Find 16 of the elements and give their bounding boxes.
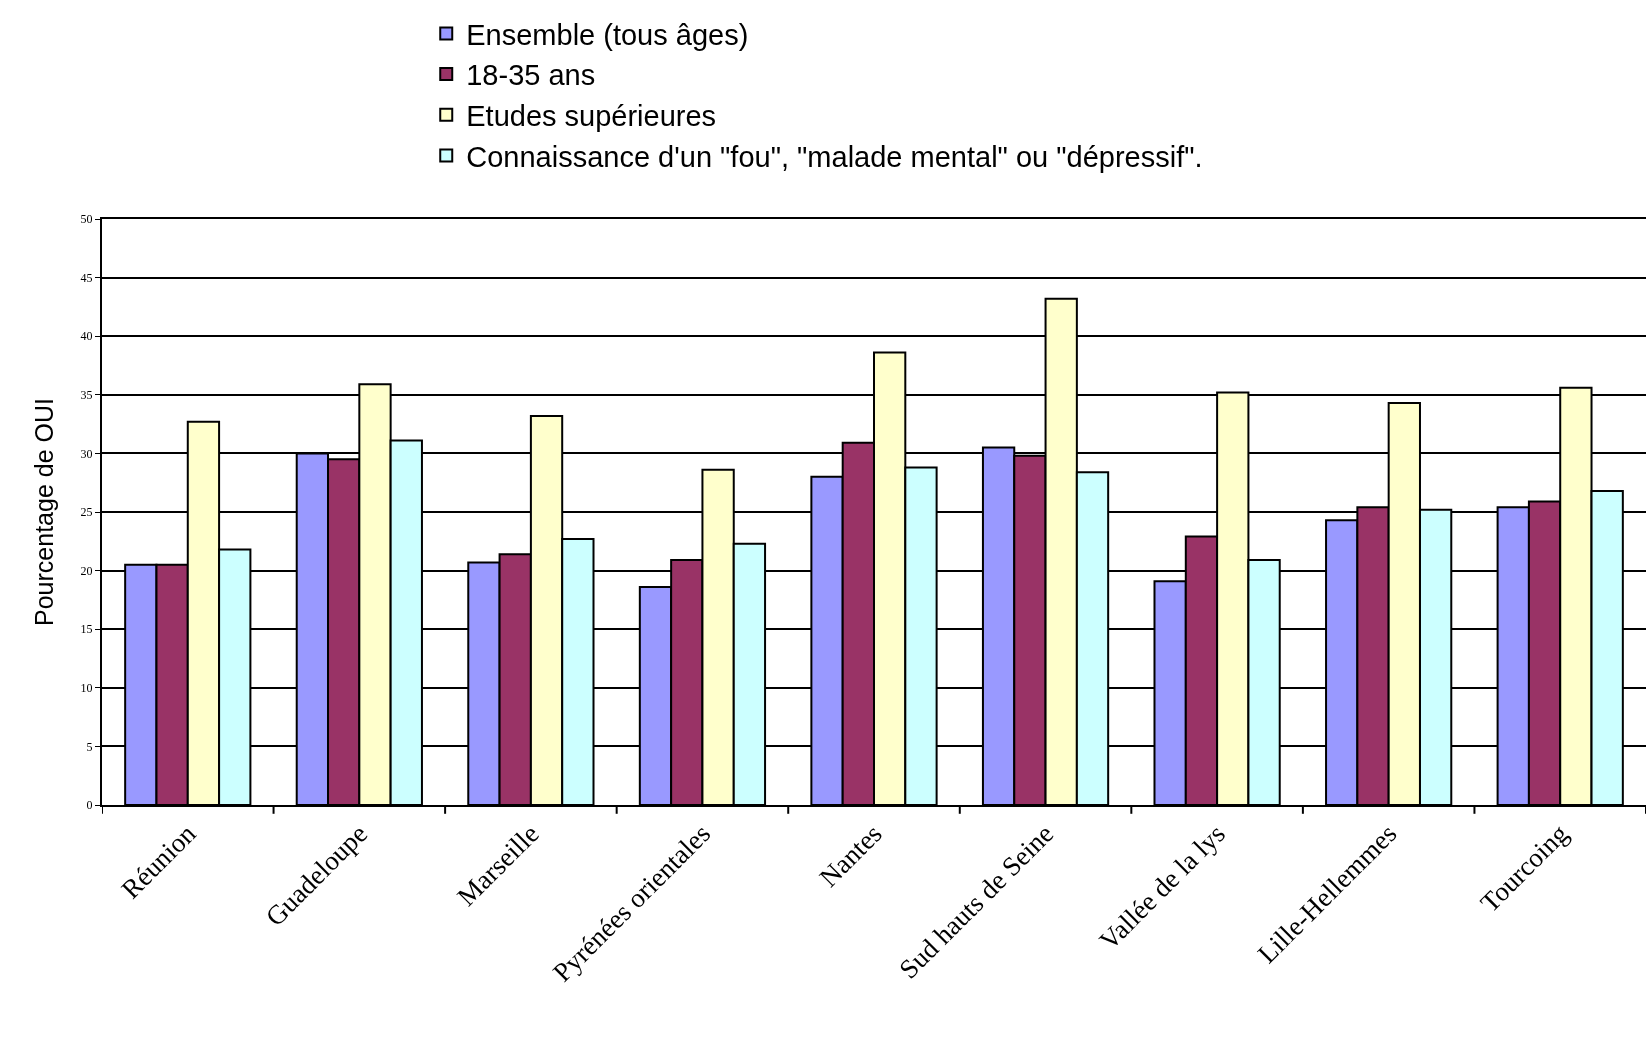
y-tick-label: 15 (80, 622, 93, 637)
legend-label: Connaissance d'un "fou", "malade mental" ou "dépressif". (466, 140, 1203, 173)
legend-label: Etudes supérieures (466, 100, 717, 133)
y-tick-label: 45 (80, 270, 93, 285)
y-tick-label: 5 (86, 739, 93, 754)
y-tick-label: 20 (80, 563, 93, 578)
legend-label: 18-35 ans (466, 59, 596, 92)
y-tick-label: 25 (80, 505, 93, 520)
y-axis-title: Pourcentage de OUI (29, 398, 58, 626)
legend-label: Ensemble (tous âges) (466, 18, 749, 51)
y-tick-label: 40 (80, 329, 93, 344)
y-tick-label: 10 (80, 681, 93, 695)
y-tick-label: 0 (86, 798, 93, 813)
y-tick-label: 50 (80, 212, 93, 227)
y-tick-label: 30 (80, 446, 93, 461)
y-tick-label: 35 (80, 388, 93, 402)
